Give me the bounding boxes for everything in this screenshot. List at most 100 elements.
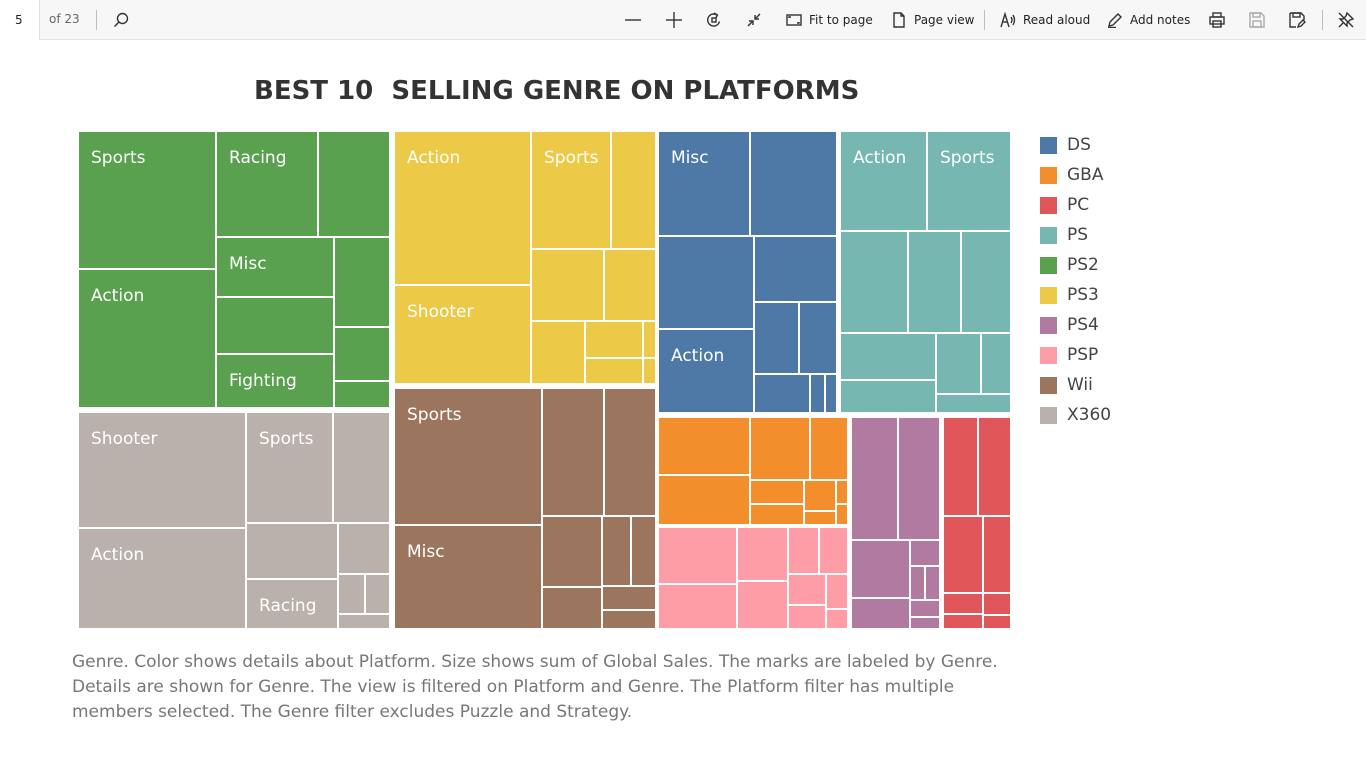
treemap-tile-ps3[interactable] bbox=[586, 322, 642, 357]
treemap-tile-ps[interactable] bbox=[909, 232, 960, 332]
treemap-tile-ds[interactable] bbox=[826, 375, 836, 412]
treemap-tile-ps3[interactable]: Action bbox=[395, 132, 530, 284]
treemap-tile-wii[interactable] bbox=[603, 587, 655, 609]
treemap-tile-psp[interactable] bbox=[738, 528, 787, 580]
treemap-tile-ps[interactable] bbox=[937, 395, 1010, 412]
treemap-tile-wii[interactable] bbox=[632, 517, 655, 585]
treemap-tile-psp[interactable] bbox=[659, 528, 736, 583]
treemap-tile-gba[interactable] bbox=[837, 481, 847, 503]
pin-icon[interactable] bbox=[1334, 8, 1358, 32]
treemap-tile-ps[interactable]: Sports bbox=[928, 132, 1010, 230]
treemap-tile-gba[interactable] bbox=[805, 481, 835, 510]
treemap-tile-ps2[interactable]: Action bbox=[79, 270, 215, 407]
treemap-tile-ds[interactable] bbox=[755, 375, 809, 412]
save-icon[interactable] bbox=[1245, 8, 1269, 32]
treemap-tile-ps2[interactable]: Racing bbox=[217, 132, 317, 236]
page-view-button[interactable]: Page view bbox=[891, 8, 975, 32]
treemap-tile-gba[interactable] bbox=[805, 512, 835, 524]
treemap-tile-pc[interactable] bbox=[984, 616, 1010, 628]
add-notes-button[interactable]: Add notes bbox=[1107, 8, 1190, 32]
treemap-tile-ps[interactable] bbox=[962, 232, 1010, 332]
treemap-tile-ps2[interactable] bbox=[335, 328, 389, 380]
treemap-tile-pc[interactable] bbox=[979, 418, 1010, 515]
read-aloud-button[interactable]: Read aloud bbox=[1000, 8, 1090, 32]
treemap-tile-ps4[interactable] bbox=[911, 541, 939, 565]
treemap-tile-ps2[interactable]: Misc bbox=[217, 238, 333, 296]
rotate-icon[interactable] bbox=[702, 8, 726, 32]
treemap-tile-psp[interactable] bbox=[659, 585, 736, 628]
treemap-tile-wii[interactable]: Misc bbox=[395, 526, 541, 628]
treemap-tile-ps4[interactable] bbox=[911, 601, 939, 616]
treemap-tile-wii[interactable] bbox=[603, 517, 630, 585]
treemap-tile-wii[interactable] bbox=[543, 588, 601, 628]
treemap-tile-pc[interactable] bbox=[984, 517, 1010, 592]
treemap-tile-ps[interactable] bbox=[841, 232, 907, 332]
treemap-tile-pc[interactable] bbox=[944, 594, 982, 613]
treemap-tile-wii[interactable] bbox=[543, 517, 601, 586]
treemap-tile-ps[interactable] bbox=[937, 334, 980, 393]
treemap-tile-ds[interactable] bbox=[755, 303, 798, 373]
treemap-tile-psp[interactable] bbox=[789, 528, 818, 573]
treemap-tile-x360[interactable] bbox=[339, 575, 364, 613]
treemap-tile-wii[interactable] bbox=[543, 389, 603, 515]
page-number-input[interactable]: 5 bbox=[0, 0, 40, 40]
save-as-icon[interactable] bbox=[1285, 8, 1309, 32]
zoom-in-icon[interactable] bbox=[662, 8, 686, 32]
treemap-tile-x360[interactable]: Racing bbox=[247, 580, 337, 628]
treemap-tile-ps4[interactable] bbox=[911, 567, 924, 599]
treemap-tile-ps3[interactable] bbox=[605, 250, 655, 320]
treemap-tile-ps4[interactable] bbox=[926, 567, 939, 599]
treemap-tile-wii[interactable] bbox=[603, 611, 655, 628]
treemap-tile-gba[interactable] bbox=[659, 476, 749, 524]
treemap-tile-ps2[interactable] bbox=[335, 238, 389, 326]
treemap-tile-ps[interactable] bbox=[841, 334, 935, 379]
treemap-tile-ps3[interactable] bbox=[644, 322, 655, 357]
fit-to-page-button[interactable]: Fit to page bbox=[786, 8, 873, 32]
treemap-tile-x360[interactable] bbox=[334, 413, 389, 522]
treemap-tile-x360[interactable]: Sports bbox=[247, 413, 332, 522]
treemap-tile-ps2[interactable] bbox=[335, 382, 389, 407]
treemap-tile-ps2[interactable] bbox=[217, 298, 333, 353]
treemap-tile-ds[interactable] bbox=[755, 237, 836, 301]
zoom-out-icon[interactable] bbox=[621, 8, 645, 32]
treemap-tile-x360[interactable] bbox=[247, 524, 337, 578]
treemap-tile-ps4[interactable] bbox=[852, 599, 909, 628]
full-screen-icon[interactable] bbox=[742, 8, 766, 32]
treemap-tile-ps[interactable] bbox=[982, 334, 1010, 393]
treemap-tile-ps[interactable] bbox=[841, 381, 935, 412]
treemap-tile-ps3[interactable] bbox=[586, 359, 642, 383]
treemap-tile-psp[interactable] bbox=[738, 582, 787, 628]
treemap-tile-ps3[interactable] bbox=[532, 322, 584, 383]
treemap-tile-psp[interactable] bbox=[827, 575, 847, 608]
treemap-tile-ps4[interactable] bbox=[899, 418, 939, 539]
treemap-tile-ds[interactable] bbox=[659, 237, 753, 328]
treemap-tile-psp[interactable] bbox=[789, 575, 825, 604]
treemap-tile-pc[interactable] bbox=[944, 615, 982, 628]
treemap-tile-ps3[interactable]: Sports bbox=[532, 132, 610, 248]
treemap-tile-psp[interactable] bbox=[820, 528, 847, 573]
treemap-tile-ds[interactable]: Misc bbox=[659, 132, 749, 235]
treemap-tile-ps2[interactable]: Sports bbox=[79, 132, 215, 268]
treemap-tile-wii[interactable] bbox=[605, 389, 655, 515]
treemap-tile-ps3[interactable]: Shooter bbox=[395, 286, 530, 383]
treemap-tile-gba[interactable] bbox=[751, 418, 809, 479]
treemap-tile-x360[interactable] bbox=[339, 524, 389, 573]
treemap-tile-ps3[interactable] bbox=[644, 359, 655, 383]
treemap-tile-gba[interactable] bbox=[837, 505, 847, 524]
treemap-tile-wii[interactable]: Sports bbox=[395, 389, 541, 524]
treemap-tile-pc[interactable] bbox=[944, 517, 982, 592]
treemap-tile-psp[interactable] bbox=[789, 606, 825, 628]
treemap-tile-gba[interactable] bbox=[751, 481, 803, 503]
treemap-tile-ps[interactable]: Action bbox=[841, 132, 926, 230]
treemap-tile-gba[interactable] bbox=[751, 505, 803, 524]
treemap-tile-x360[interactable] bbox=[339, 615, 389, 628]
treemap-tile-psp[interactable] bbox=[827, 610, 847, 628]
treemap-tile-x360[interactable]: Shooter bbox=[79, 413, 245, 527]
treemap-tile-ds[interactable] bbox=[800, 303, 836, 373]
treemap-tile-ps4[interactable] bbox=[852, 541, 909, 597]
print-icon[interactable] bbox=[1205, 8, 1229, 32]
treemap-tile-ps3[interactable] bbox=[532, 250, 603, 320]
treemap-tile-gba[interactable] bbox=[811, 418, 847, 479]
treemap-tile-ps4[interactable] bbox=[852, 418, 897, 539]
treemap-tile-pc[interactable] bbox=[944, 418, 977, 515]
